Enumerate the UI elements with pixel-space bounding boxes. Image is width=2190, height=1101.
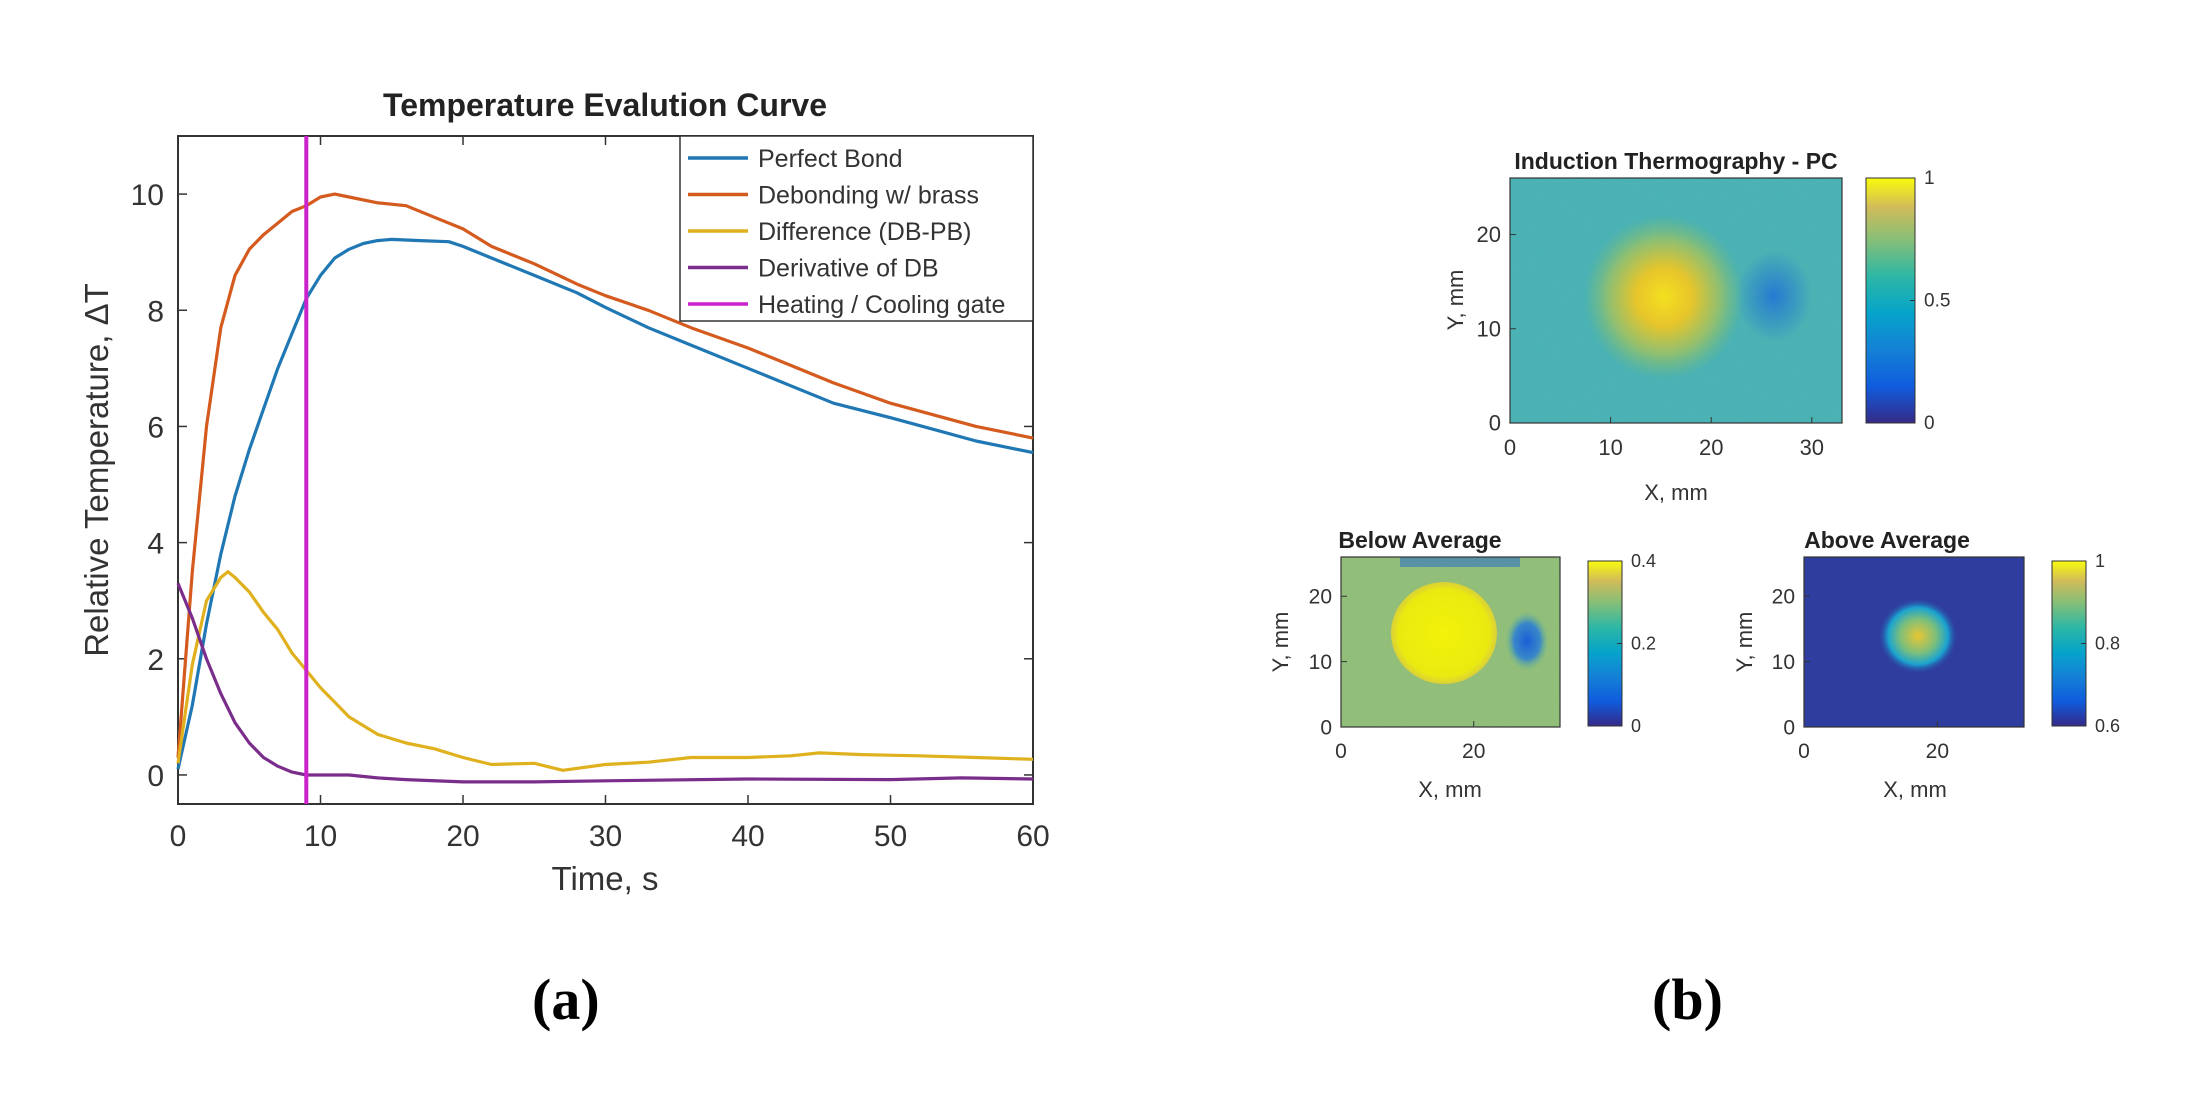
y-tick-label: 20 [1309, 586, 1332, 609]
heatmap-frame [1509, 177, 1843, 424]
y-axis-label: Y, mm [1732, 612, 1757, 673]
x-tick-label: 20 [1462, 740, 1485, 763]
x-axis-label: X, mm [1883, 777, 1947, 802]
x-axis-label: X, mm [1418, 777, 1482, 802]
colorbar-tick-label: 0 [1631, 716, 1641, 736]
x-tick-label: 10 [1598, 435, 1622, 460]
y-tick-label: 2 [147, 644, 164, 677]
colorbar-tick-label: 0.5 [1924, 291, 1950, 312]
x-axis-label: X, mm [1644, 480, 1708, 505]
colorbar-tick-label: 1 [1924, 168, 1935, 189]
x-tick-label: 0 [1504, 435, 1516, 460]
legend-label: Debonding w/ brass [758, 182, 979, 210]
legend-box [679, 135, 1034, 322]
y-axis-label: Y, mm [1268, 612, 1293, 673]
y-tick-label: 10 [1477, 316, 1501, 341]
x-tick-label: 0 [1335, 740, 1347, 763]
series-line-debonding-w-brass [176, 192, 1034, 758]
x-tick-label: 60 [1016, 820, 1049, 853]
y-tick-label: 10 [131, 179, 164, 212]
heatmap-title: Above Average [1804, 527, 1970, 553]
panel-label-a: (a) [532, 967, 600, 1032]
legend-label: Heating / Cooling gate [758, 291, 1005, 319]
series-line-perfect-bond [176, 237, 1034, 770]
colorbar [2051, 560, 2087, 727]
temperature-line-chart: Temperature Evalution Curve 0 10 20 30 40 50 6… [78, 87, 1050, 897]
y-axis-label: Relative Temperature, ΔT [78, 283, 115, 657]
colorbar-tick-label: 0.8 [2095, 634, 2120, 654]
x-tick-label: 50 [874, 820, 907, 853]
legend-label: Perfect Bond [758, 145, 903, 173]
heatmap-below-average: Below Average 0 20 0 10 20 0 0.2 0.4 X, mm Y, m… [1268, 527, 1656, 802]
colorbar [1587, 560, 1623, 727]
cold-spot [1736, 250, 1812, 342]
x-tick-label: 30 [589, 820, 622, 853]
x-tick-label: 20 [446, 820, 479, 853]
x-tick-label: 0 [1798, 740, 1810, 763]
x-tick-label: 20 [1926, 740, 1949, 763]
y-tick-label: 8 [147, 295, 164, 328]
x-axis-label: Time, s [552, 860, 659, 897]
x-tick-label: 30 [1800, 435, 1824, 460]
colorbar [1865, 177, 1916, 424]
x-tick-label: 40 [731, 820, 764, 853]
colorbar-tick-label: 0.4 [1631, 551, 1656, 571]
y-tick-label: 10 [1309, 651, 1332, 674]
y-axis-label: Y, mm [1443, 270, 1468, 331]
x-tick-label: 10 [304, 820, 337, 853]
chart-title: Temperature Evalution Curve [383, 87, 827, 123]
y-tick-label: 0 [1320, 716, 1332, 739]
x-tick-label: 20 [1699, 435, 1723, 460]
heatmap-induction-pc: Induction Thermography - PC 0 10 20 3001020… [1443, 148, 1950, 505]
series-line-derivative-of-db [176, 582, 1034, 784]
y-tick-label: 20 [1477, 222, 1501, 247]
series-line-difference-db-pb [176, 570, 1034, 772]
colorbar-tick-label: 1 [2095, 551, 2105, 571]
y-tick-label: 0 [1783, 716, 1795, 739]
y-tick-label: 20 [1772, 586, 1795, 609]
heatmap-title: Below Average [1338, 527, 1501, 553]
y-tick-label: 0 [147, 760, 164, 793]
legend-label: Difference (DB-PB) [758, 218, 972, 246]
heatmap-above-average: Above Average 0 20 0 10 20 0.6 0.8 1 X, mm Y, m… [1732, 527, 2120, 802]
x-tick-label: 0 [170, 820, 187, 853]
y-tick-label: 0 [1489, 411, 1501, 436]
heatmap-title: Induction Thermography - PC [1514, 148, 1837, 174]
cold-spot [1505, 611, 1549, 671]
y-tick-label: 10 [1772, 651, 1795, 674]
hot-spot [1391, 582, 1497, 684]
y-tick-label: 6 [147, 411, 164, 444]
heatmap-frame [1340, 556, 1561, 728]
colorbar-tick-label: 0 [1924, 413, 1935, 434]
top-edge-band [1400, 557, 1520, 567]
y-tick-label: 4 [147, 528, 164, 561]
legend-label: Derivative of DB [758, 255, 939, 283]
panel-label-b: (b) [1652, 967, 1723, 1032]
colorbar-tick-label: 0.2 [1631, 634, 1656, 654]
heatmap-frame [1803, 556, 2025, 728]
colorbar-tick-label: 0.6 [2095, 716, 2120, 736]
legend: Perfect Bond Debonding w/ brass Difference… [679, 135, 1034, 322]
hot-spot [1878, 598, 1958, 674]
hot-spot [1584, 215, 1744, 379]
